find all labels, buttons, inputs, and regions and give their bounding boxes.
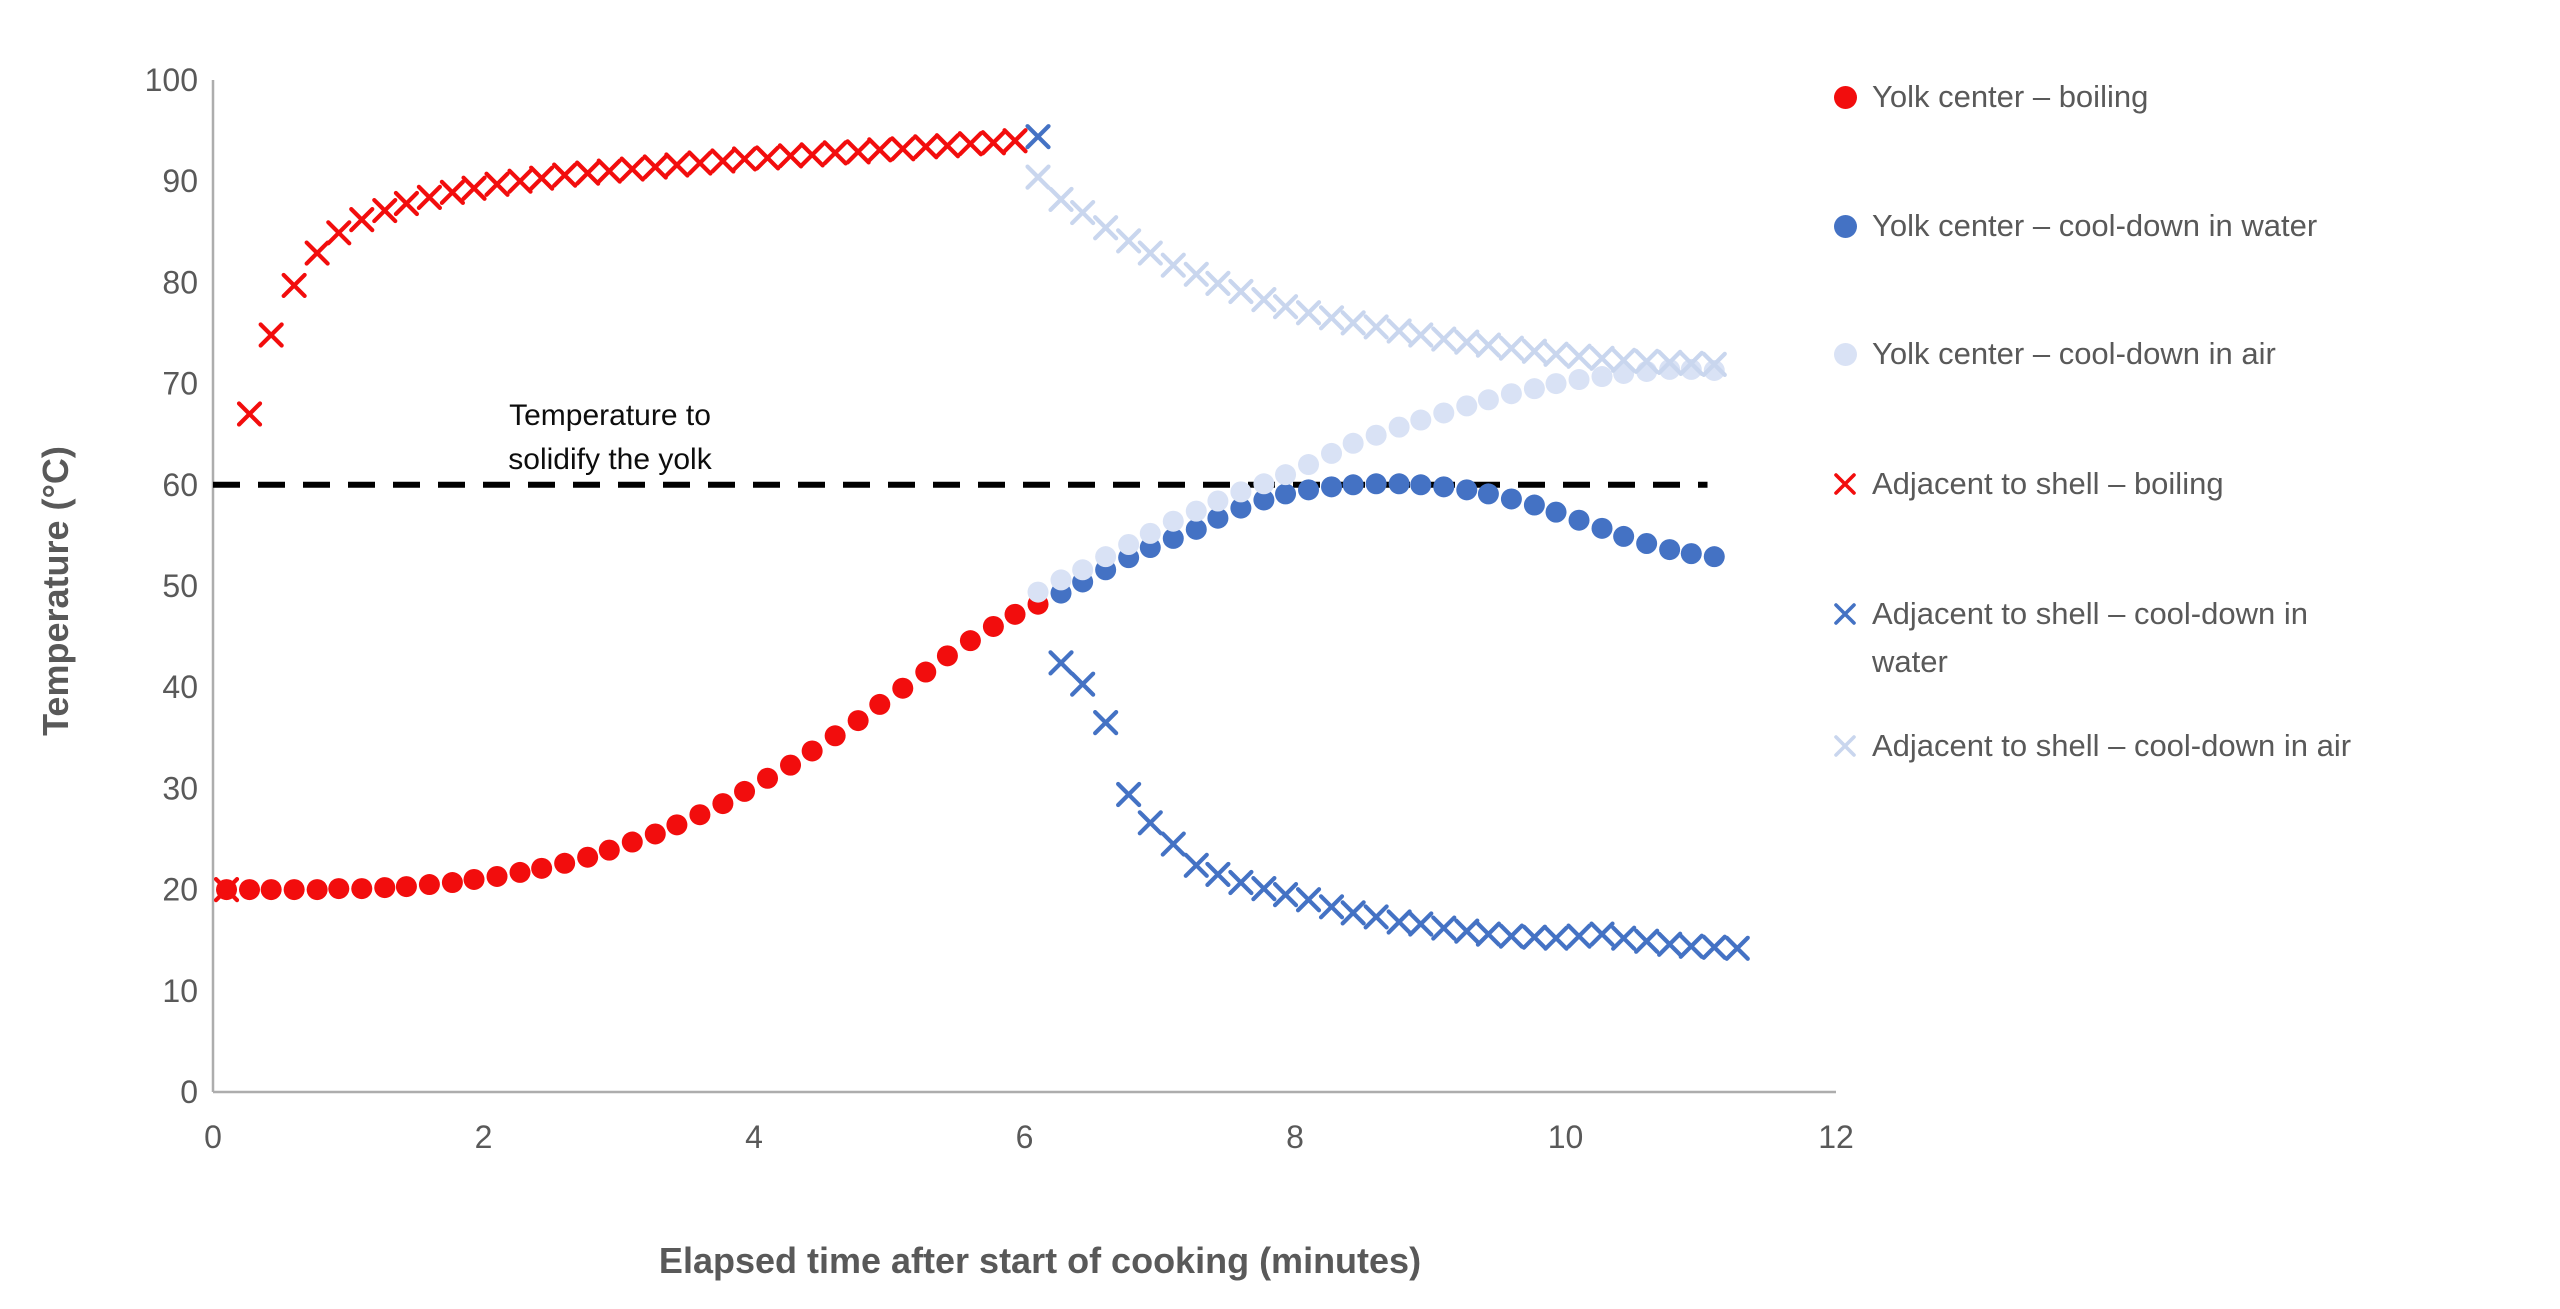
series-4 [1025,124,1750,961]
x-tick-label: 10 [1548,1119,1584,1155]
legend-label: Yolk center – cool-down in water [1872,208,2318,243]
legend-label: Yolk center – boiling [1872,79,2149,114]
x-tick-label: 4 [745,1119,763,1155]
legend-marker-x-lightblue-icon [1832,722,1858,770]
series-0 [216,593,1049,901]
y-tick-label: 20 [162,872,198,908]
annotation-line-1: Temperature to [509,399,711,432]
y-tick-label: 10 [162,973,198,1009]
x-tick-label: 6 [1016,1119,1034,1155]
y-tick-label: 50 [162,568,198,604]
y-tick-label: 70 [162,366,198,402]
legend-marker-circle-red [1832,73,1858,121]
annotation-solidify-temperature: Temperature to solidify the yolk [508,394,711,482]
legend-item-yolk-center-boiling: Yolk center – boiling [1832,73,2148,121]
legend-marker-x-blue-icon [1832,590,1858,638]
annotation-line-2: solidify the yolk [508,443,712,476]
y-tick-label: 60 [162,467,198,503]
y-tick-label: 30 [162,770,198,806]
y-tick-label: 80 [162,264,198,300]
y-axis-title: Temperature (°C) [35,446,76,736]
legend-label: Adjacent to shell – boiling [1872,466,2224,501]
x-axis-title: Elapsed time after start of cooking (min… [658,1240,1422,1281]
x-tick-label: 12 [1818,1119,1854,1155]
legend-label: Adjacent to shell – cool-down in air [1872,728,2352,763]
legend-label-line2: water [1872,644,1948,679]
legend-item-adjacent-shell-cooldown-water: Adjacent to shell – cool-down in water [1832,590,2308,686]
series-3 [213,128,1028,903]
x-tick-label: 2 [475,1119,493,1155]
legend-marker-circle-lightblue [1832,330,1858,378]
y-tick-label: 90 [162,163,198,199]
series-1 [1050,473,1725,604]
y-tick-label: 40 [162,669,198,705]
series-2 [1027,358,1725,603]
legend-item-adjacent-shell-boiling: Adjacent to shell – boiling [1832,460,2224,508]
legend-marker-circle-blue [1832,202,1858,250]
x-tick-label: 8 [1286,1119,1304,1155]
y-tick-label: 100 [145,62,198,98]
legend-item-adjacent-shell-cooldown-air: Adjacent to shell – cool-down in air [1832,722,2351,770]
legend-item-yolk-center-cooldown-air: Yolk center – cool-down in air [1832,330,2276,378]
legend-item-yolk-center-cooldown-water: Yolk center – cool-down in water [1832,202,2317,250]
x-tick-label: 0 [204,1119,222,1155]
legend-label: Adjacent to shell – cool-down in [1872,596,2308,631]
legend-label: Yolk center – cool-down in air [1872,336,2276,371]
series-5 [1025,164,1727,377]
legend-marker-x-red-icon [1832,460,1858,508]
y-tick-label: 0 [180,1074,198,1110]
